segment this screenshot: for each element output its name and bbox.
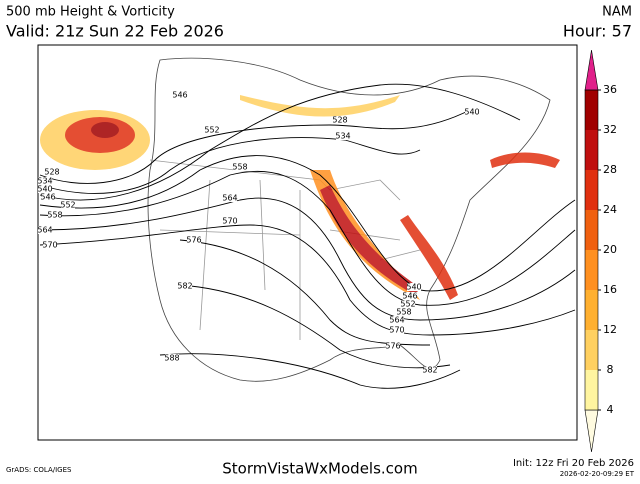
label-bg xyxy=(407,283,421,291)
contour-label: 588 xyxy=(164,354,179,363)
contour-label: 540 xyxy=(37,185,52,194)
label-bg xyxy=(333,116,347,124)
contour-label: 576 xyxy=(186,236,201,245)
label-bg xyxy=(336,132,350,140)
colorbar-low-end xyxy=(584,409,599,453)
contour-label: 528 xyxy=(44,168,59,177)
colorbar-tick-label: 24 xyxy=(603,203,617,216)
contour-label: 564 xyxy=(222,194,237,203)
contour-label: 564 xyxy=(37,226,52,235)
colorbar-segment xyxy=(585,90,598,130)
label-bg xyxy=(233,163,247,171)
label-bg xyxy=(223,217,237,225)
label-bg xyxy=(45,168,59,176)
contour-label: 552 xyxy=(60,201,75,210)
label-bg xyxy=(48,211,62,219)
colorbar-tick-label: 32 xyxy=(603,123,617,136)
label-bg xyxy=(38,185,52,193)
contour-label: 570 xyxy=(389,326,404,335)
timestamp: 2026-02-20-09:29 ET xyxy=(560,470,635,478)
contour-label: 582 xyxy=(177,282,192,291)
contour-label: 558 xyxy=(396,308,411,317)
site: StormVistaWxModels.com xyxy=(222,460,417,478)
label-bg xyxy=(61,201,75,209)
colorbar-segment xyxy=(585,250,598,290)
colorbar-tick-label: 8 xyxy=(607,363,614,376)
colorbar-tick-label: 12 xyxy=(603,323,617,336)
contour-label: 570 xyxy=(42,241,57,250)
contour-label: 570 xyxy=(222,217,237,226)
label-bg xyxy=(38,177,52,185)
colorbar-segment xyxy=(585,370,598,410)
colorbar: 4 8 12 16 20 24 28 32 36 xyxy=(584,49,617,453)
title: 500 mb Height & Vorticity xyxy=(6,5,175,20)
colorbar-tick-label: 36 xyxy=(603,83,617,96)
contour-label: 546 xyxy=(40,193,55,202)
model: NAM xyxy=(602,5,632,20)
label-bg xyxy=(390,316,404,324)
init-time: Init: 12z Fri 20 Feb 2026 xyxy=(513,458,634,469)
label-bg xyxy=(205,126,219,134)
label-bg xyxy=(386,342,400,350)
contour-label: 534 xyxy=(37,177,52,186)
colorbar-segment xyxy=(585,290,598,330)
forecast-hour: Hour: 57 xyxy=(563,22,632,41)
label-bg xyxy=(397,308,411,316)
colorbar-segment xyxy=(585,210,598,250)
label-bg xyxy=(465,108,479,116)
contour-label: 564 xyxy=(389,316,404,325)
contour-label: 546 xyxy=(402,292,417,301)
contour-label: 540 xyxy=(406,283,421,292)
colorbar-tick-label: 28 xyxy=(603,163,617,176)
colorbar-segment xyxy=(585,170,598,210)
contour-label: 546 xyxy=(172,91,187,100)
contour-label: 558 xyxy=(232,163,247,172)
contour-label: 540 xyxy=(464,108,479,117)
contour-label: 582 xyxy=(422,366,437,375)
colorbar-segment xyxy=(585,130,598,170)
height-contours xyxy=(39,83,576,389)
contour-label: 528 xyxy=(332,116,347,125)
label-bg xyxy=(187,236,201,244)
contour-labels: 5465525585645705765825885285345405465525… xyxy=(37,91,479,375)
valid-time: Valid: 21z Sun 22 Feb 2026 xyxy=(6,22,224,41)
label-bg xyxy=(401,300,415,308)
label-bg xyxy=(41,193,55,201)
label-bg xyxy=(43,241,57,249)
colorbar-tick-label: 4 xyxy=(607,403,614,416)
contour-label: 558 xyxy=(47,211,62,220)
contour-label: 552 xyxy=(204,126,219,135)
colorbar-tick-label: 20 xyxy=(603,243,617,256)
credit: GrADS: COLA/IGES xyxy=(6,466,72,474)
label-bg xyxy=(178,282,192,290)
contour-label: 534 xyxy=(335,132,350,141)
label-bg xyxy=(38,226,52,234)
label-bg xyxy=(223,194,237,202)
map-frame xyxy=(37,44,578,441)
label-bg xyxy=(165,354,179,362)
contour-label: 576 xyxy=(385,342,400,351)
label-bg xyxy=(423,366,437,374)
label-bg xyxy=(403,292,417,300)
label-bg xyxy=(390,326,404,334)
colorbar-tick-label: 16 xyxy=(603,283,617,296)
contour-label: 552 xyxy=(400,300,415,309)
colorbar-segment xyxy=(585,330,598,370)
label-bg xyxy=(173,91,187,99)
colorbar-high-end xyxy=(584,49,599,91)
